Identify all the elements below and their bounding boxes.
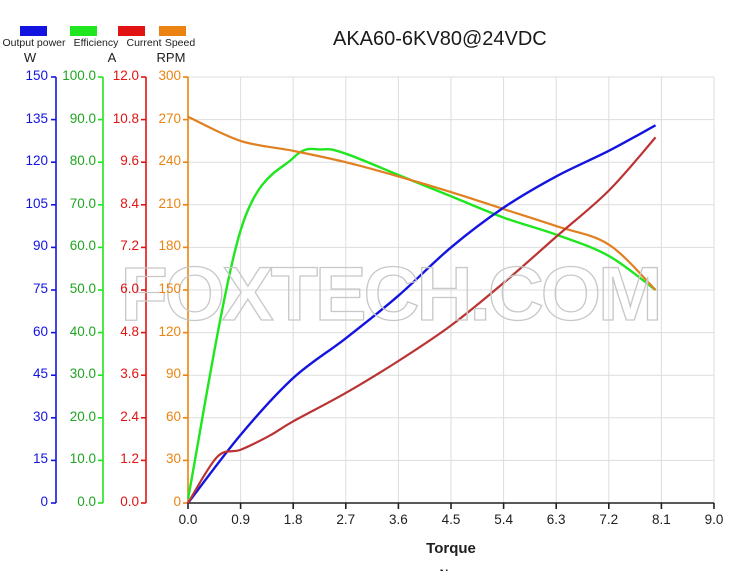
svg-text:FOXTECH.COM: FOXTECH.COM: [120, 253, 659, 337]
